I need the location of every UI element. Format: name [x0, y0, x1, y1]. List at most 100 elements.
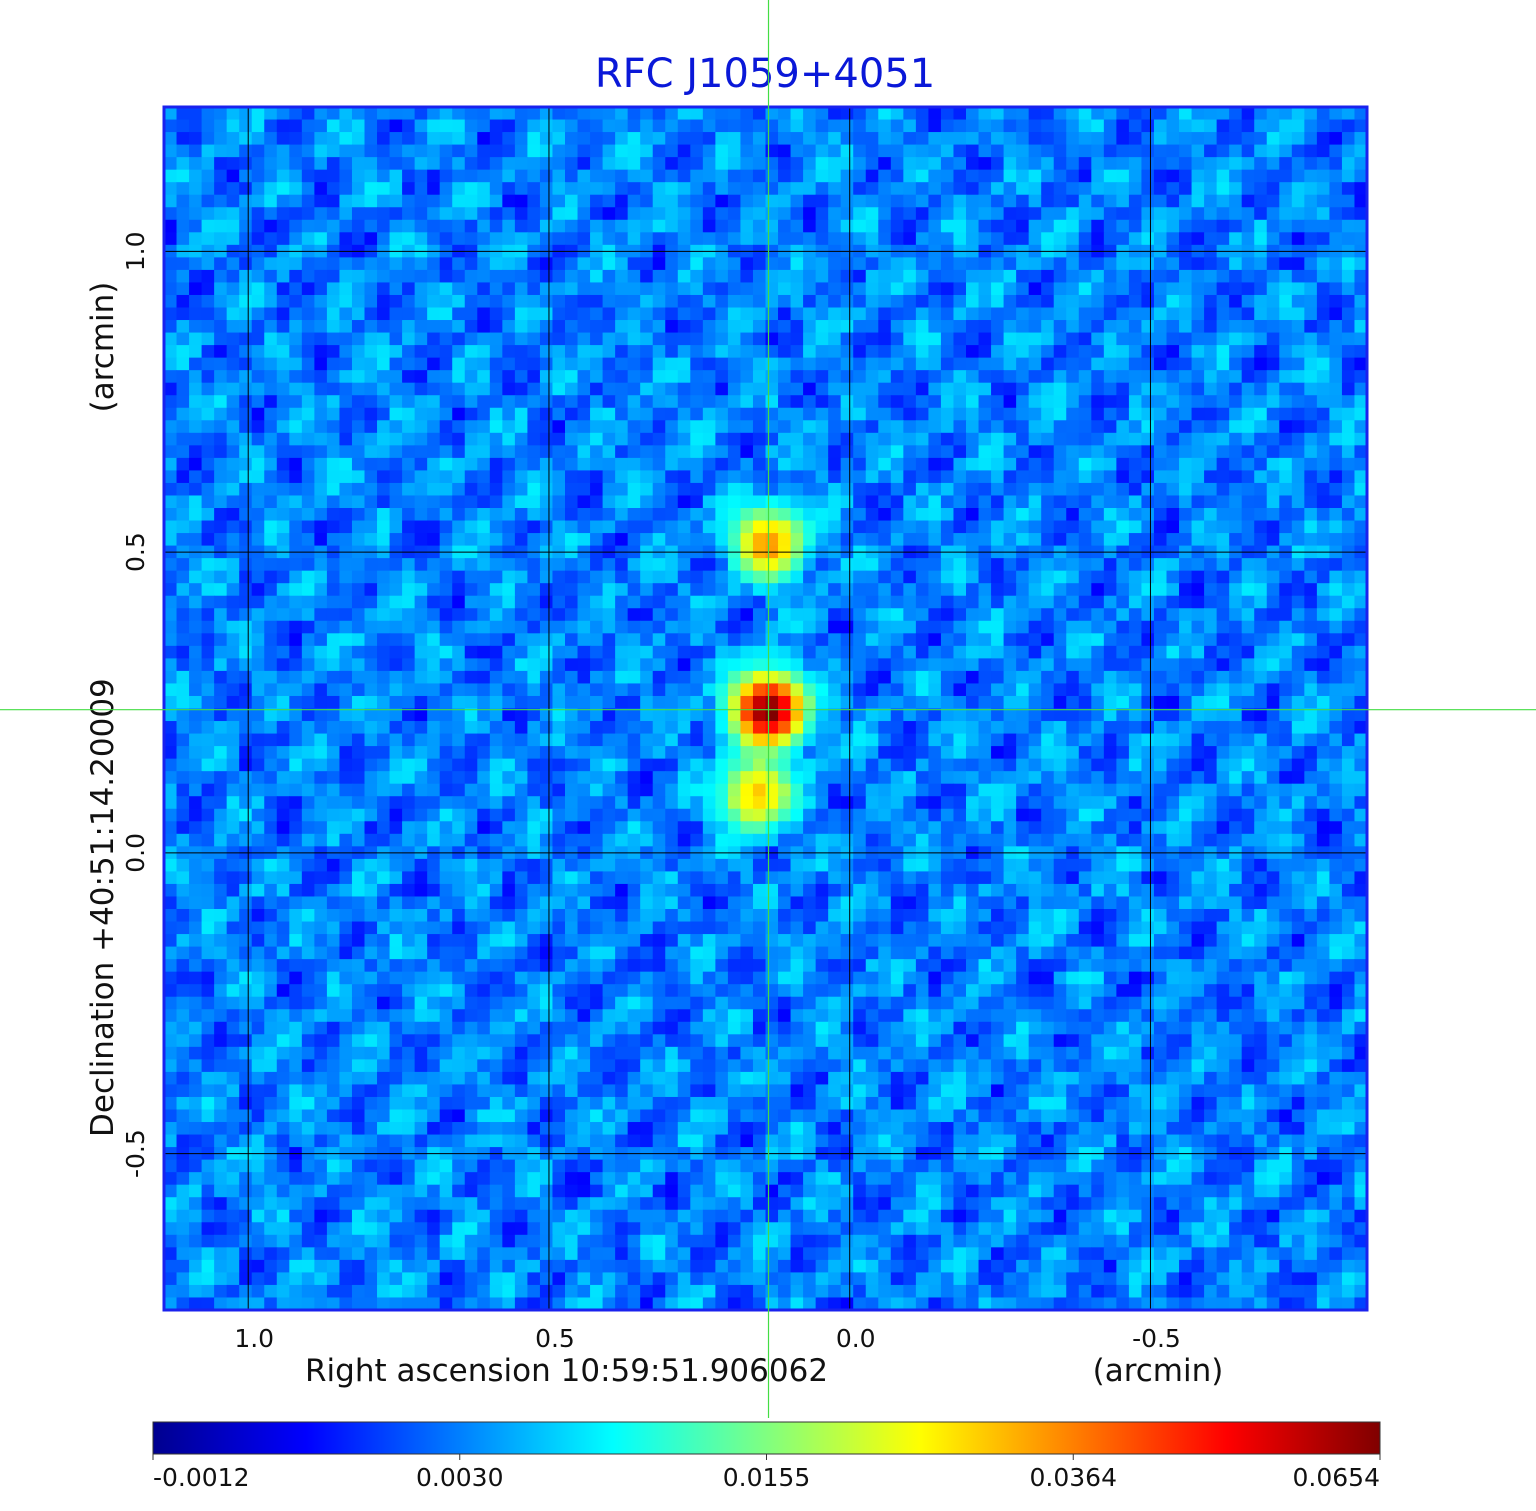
heatmap-cell — [502, 445, 516, 459]
heatmap-cell — [991, 695, 1005, 710]
heatmap-cell — [427, 382, 441, 396]
heatmap-cell — [702, 645, 716, 659]
heatmap-cell — [940, 708, 955, 722]
heatmap-cell — [1091, 307, 1105, 321]
heatmap-cell — [978, 395, 992, 409]
heatmap-cell — [477, 269, 491, 284]
heatmap-cell — [389, 257, 403, 271]
heatmap-cell — [1279, 508, 1293, 522]
heatmap-cell — [464, 658, 478, 672]
heatmap-cell — [164, 583, 178, 597]
heatmap-cell — [552, 370, 566, 384]
heatmap-cell — [464, 721, 478, 735]
heatmap-cell — [1304, 332, 1318, 346]
heatmap-cell — [339, 144, 353, 158]
heatmap-cell — [389, 533, 403, 547]
heatmap-cell — [189, 533, 203, 547]
heatmap-cell — [752, 708, 767, 722]
heatmap-cell — [201, 608, 215, 622]
heatmap-cell — [966, 746, 980, 760]
heatmap-cell — [727, 157, 742, 171]
heatmap-cell — [514, 482, 529, 497]
heatmap-cell — [715, 520, 729, 534]
heatmap-cell — [164, 307, 178, 321]
heatmap-cell — [1266, 194, 1280, 208]
heatmap-cell — [477, 608, 491, 622]
heatmap-cell — [326, 320, 341, 334]
heatmap-cell — [377, 470, 391, 484]
heatmap-cell — [1304, 608, 1318, 622]
heatmap-cell — [890, 520, 904, 534]
heatmap-cell — [727, 583, 742, 597]
heatmap-cell — [351, 407, 366, 421]
heatmap-cell — [1003, 608, 1017, 622]
heatmap-cell — [1229, 232, 1243, 246]
heatmap-cell — [640, 119, 654, 133]
heatmap-cell — [201, 169, 215, 183]
heatmap-cell — [1053, 357, 1067, 371]
heatmap-cell — [953, 320, 967, 334]
heatmap-cell — [953, 508, 967, 522]
heatmap-cell — [803, 583, 817, 597]
heatmap-cell — [940, 382, 955, 396]
heatmap-cell — [978, 257, 992, 271]
heatmap-cell — [1028, 495, 1042, 509]
heatmap-cell — [991, 257, 1005, 271]
heatmap-cell — [1078, 320, 1092, 334]
heatmap-cell — [727, 520, 742, 534]
heatmap-cell — [1316, 608, 1331, 622]
heatmap-cell — [176, 482, 190, 497]
heatmap-cell — [1291, 457, 1305, 472]
heatmap-cell — [189, 445, 203, 459]
heatmap-cell — [289, 457, 303, 472]
heatmap-cell — [1066, 633, 1080, 647]
heatmap-cell — [1016, 207, 1030, 221]
heatmap-cell — [966, 269, 980, 284]
heatmap-cell — [414, 495, 428, 509]
heatmap-cell — [677, 407, 691, 421]
heatmap-cell — [928, 357, 942, 371]
heatmap-cell — [1191, 558, 1205, 572]
heatmap-cell — [1191, 182, 1205, 196]
heatmap-cell — [489, 219, 503, 233]
heatmap-cell — [1066, 320, 1080, 334]
heatmap-cell — [1166, 445, 1180, 459]
heatmap-cell — [1166, 670, 1180, 685]
heatmap-cell — [1016, 132, 1030, 146]
heatmap-cell — [364, 457, 378, 472]
heatmap-cell — [301, 345, 315, 359]
heatmap-cell — [690, 645, 704, 659]
heatmap-cell — [1028, 232, 1042, 246]
heatmap-cell — [251, 620, 265, 634]
heatmap-cell — [414, 733, 428, 747]
heatmap-cell — [615, 520, 629, 534]
heatmap-cell — [326, 520, 341, 534]
heatmap-cell — [1116, 157, 1130, 171]
heatmap-cell — [289, 608, 303, 622]
heatmap-cell — [1116, 620, 1130, 634]
heatmap-cell — [940, 558, 955, 572]
heatmap-cell — [189, 157, 203, 171]
heatmap-cell — [314, 746, 328, 760]
heatmap-cell — [690, 733, 704, 747]
heatmap-cell — [677, 733, 691, 747]
heatmap-cell — [1053, 232, 1067, 246]
heatmap-cell — [702, 508, 716, 522]
heatmap-cell — [565, 420, 579, 434]
heatmap-cell — [239, 382, 253, 396]
heatmap-cell — [389, 595, 403, 609]
heatmap-cell — [489, 395, 503, 409]
heatmap-cell — [251, 107, 265, 121]
heatmap-cell — [765, 282, 779, 296]
heatmap-cell — [189, 132, 203, 146]
heatmap-cell — [1216, 721, 1230, 735]
heatmap-cell — [264, 207, 278, 221]
heatmap-cell — [966, 282, 980, 296]
heatmap-cell — [289, 257, 303, 271]
heatmap-cell — [1354, 633, 1368, 647]
heatmap-cell — [665, 420, 679, 434]
heatmap-cell — [1041, 482, 1055, 497]
heatmap-cell — [464, 370, 478, 384]
heatmap-cell — [276, 533, 290, 547]
heatmap-cell — [1028, 194, 1042, 208]
